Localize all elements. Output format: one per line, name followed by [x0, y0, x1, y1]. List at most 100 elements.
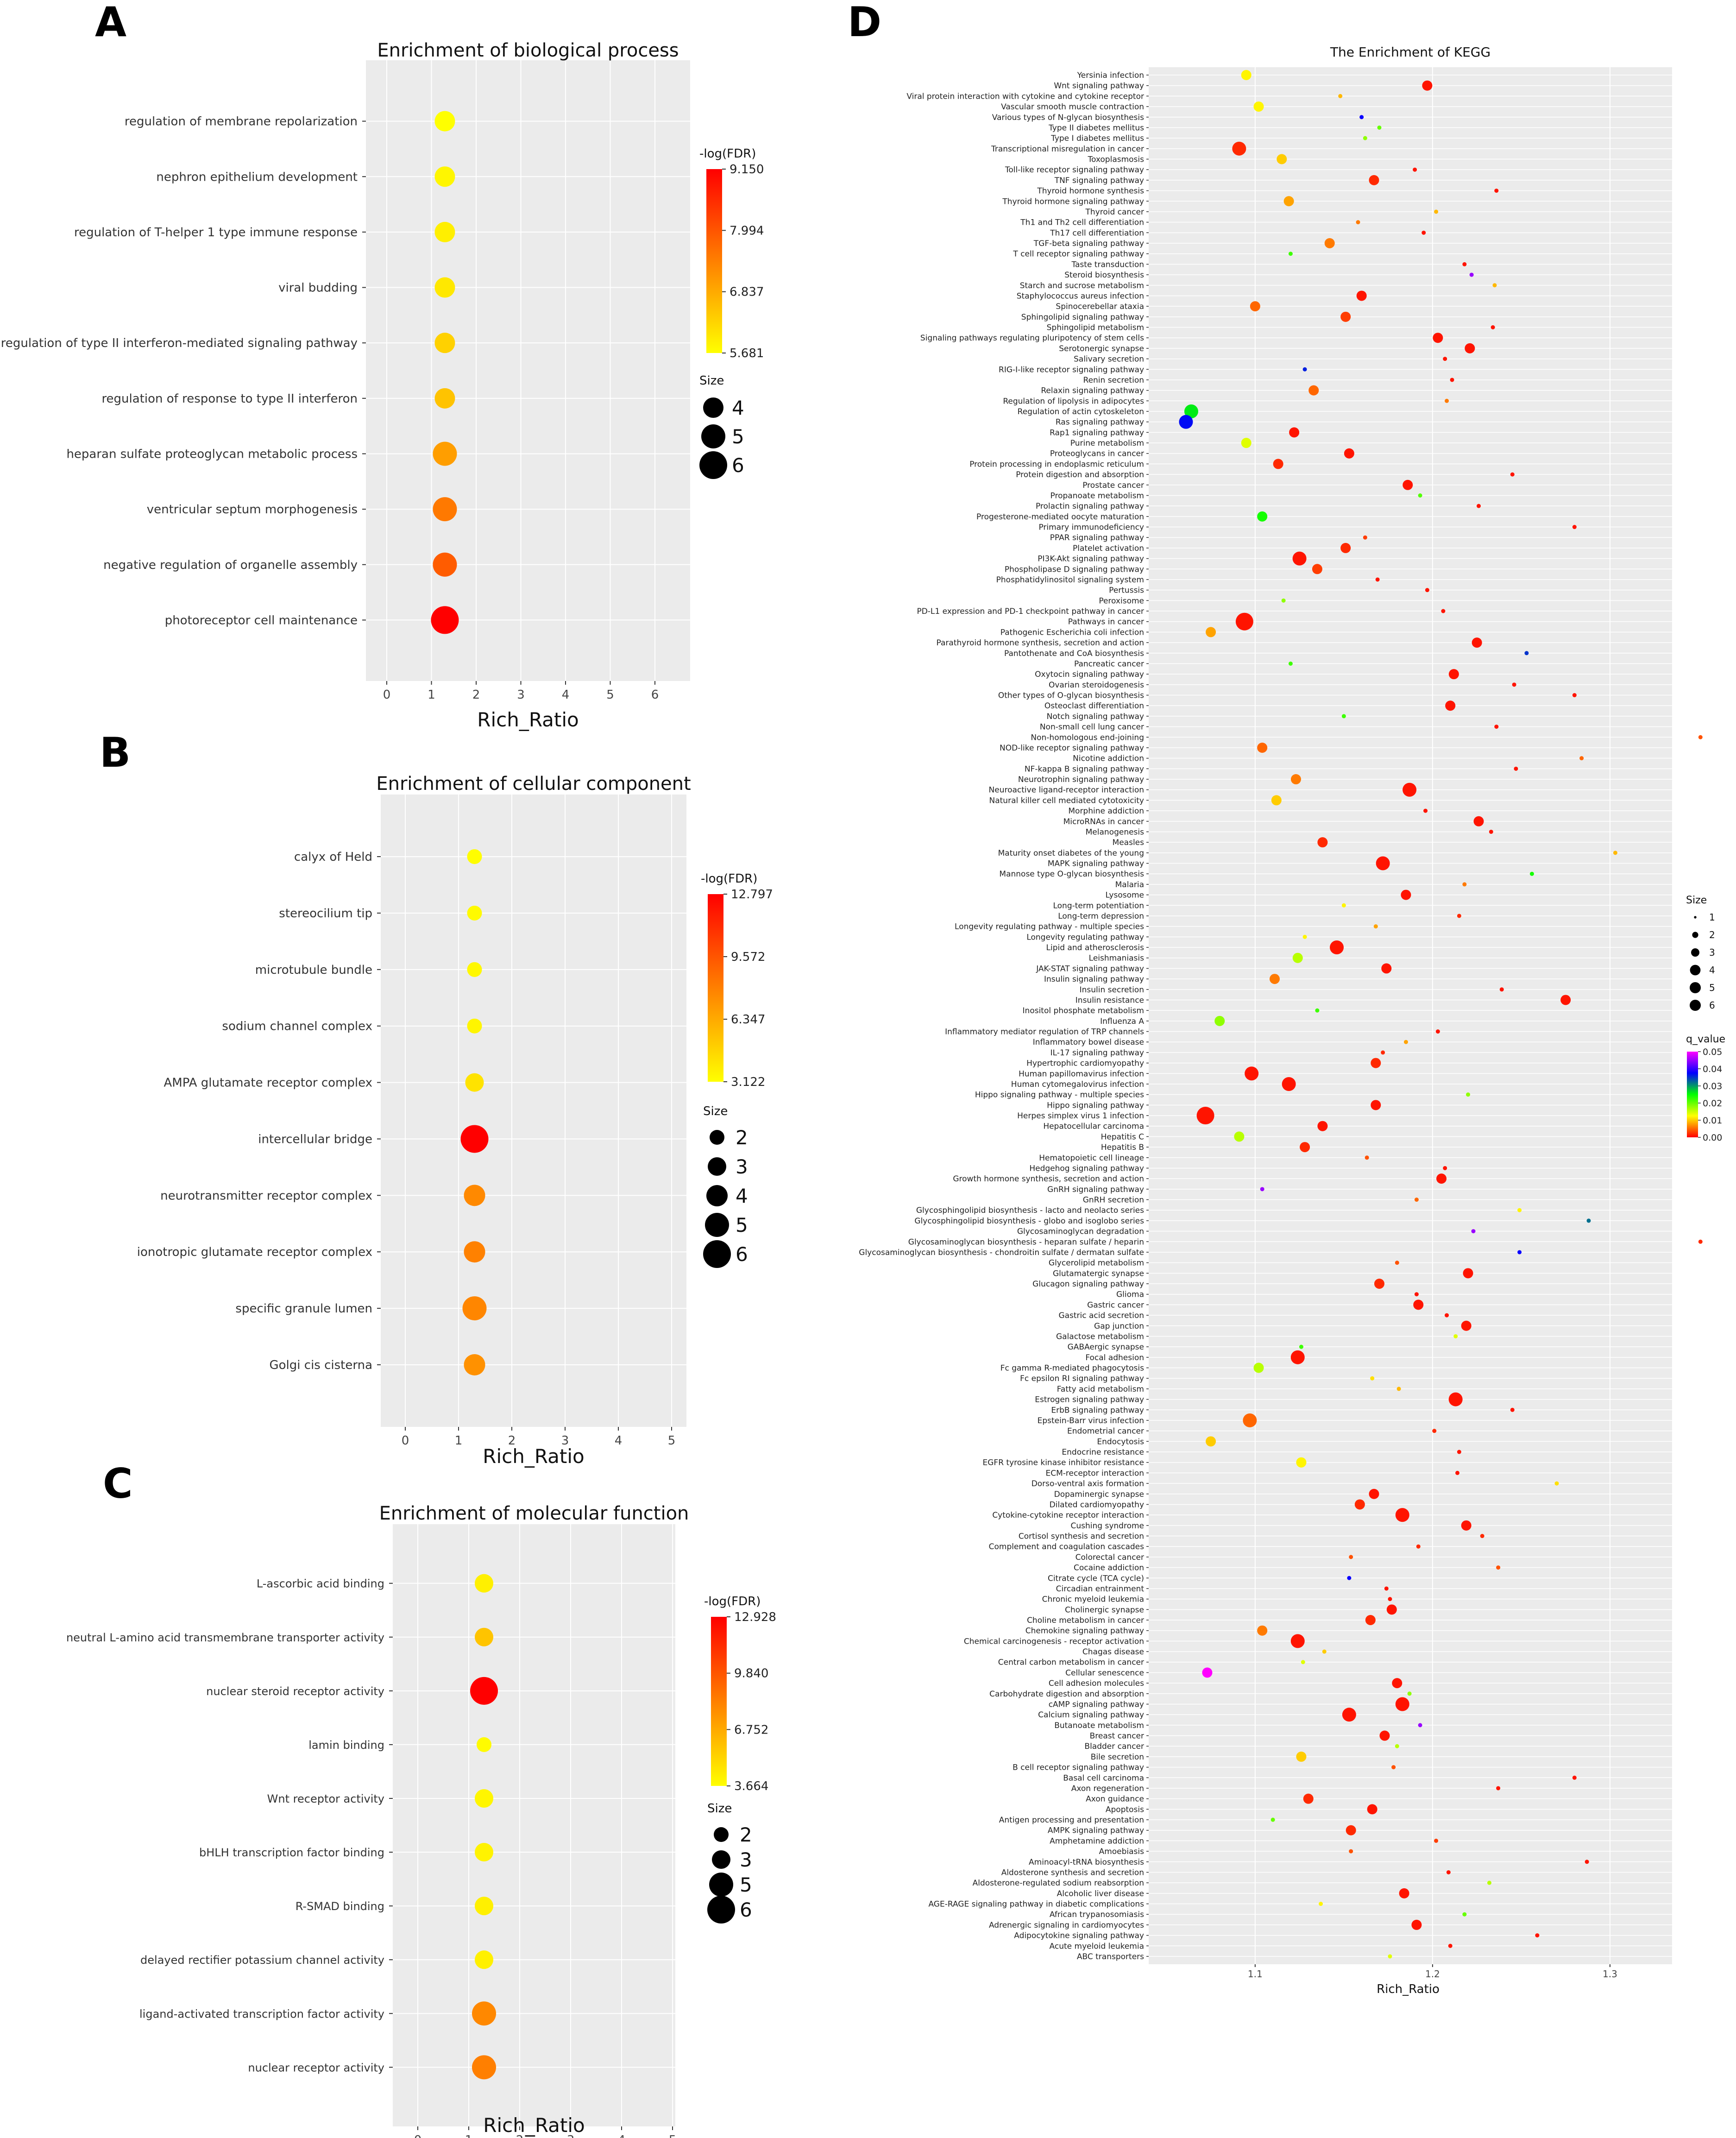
data-point [1315, 1008, 1320, 1013]
color-bar-label: 0.00 [1703, 1133, 1722, 1143]
pathway-label: Nicotine addiction [1073, 754, 1144, 763]
color-bar-label: 0.03 [1703, 1081, 1722, 1091]
pathway-label: Osteoclast differentiation [1044, 701, 1144, 711]
category-label: Wnt receptor activity [267, 1792, 384, 1805]
size-legend-label: 3 [1709, 947, 1715, 958]
category-label: bHLH transcription factor binding [199, 1846, 384, 1859]
pathway-label: Glycosphingolipid biosynthesis - globo a… [914, 1217, 1144, 1226]
size-legend-label: 2 [740, 1823, 752, 1846]
data-point [1434, 209, 1439, 214]
data-point [1308, 385, 1319, 396]
pathway-label: Serotonergic synapse [1059, 344, 1144, 353]
category-label: regulation of response to type II interf… [101, 392, 358, 406]
panel-letter-d: D [848, 0, 881, 46]
pathway-label: Viral protein interaction with cytokine … [906, 92, 1144, 101]
data-point [1489, 829, 1493, 834]
data-point [1414, 1198, 1419, 1202]
pathway-label: Bladder cancer [1084, 1742, 1144, 1751]
data-point [1371, 1100, 1381, 1110]
size-legend-label: 3 [736, 1155, 748, 1178]
data-point [475, 1950, 493, 1969]
pathway-label: African trypanosomiasis [1050, 1910, 1144, 1919]
panel-letter-a: A [95, 0, 126, 46]
data-point [1324, 238, 1335, 249]
pathway-label: Axon regeneration [1071, 1784, 1144, 1793]
pathway-label: Endocrine resistance [1062, 1448, 1144, 1457]
pathway-label: Staphylococcus aureus infection [1017, 291, 1144, 301]
pathway-label: Rap1 signaling pathway [1050, 428, 1144, 437]
data-point [1418, 493, 1422, 498]
data-point [1453, 1334, 1458, 1338]
data-point [1257, 511, 1268, 522]
category-label: sodium channel complex [222, 1020, 372, 1034]
data-point [1319, 1902, 1323, 1906]
pathway-label: Carbohydrate digestion and absorption [989, 1690, 1144, 1699]
pathway-label: Melanogenesis [1086, 827, 1145, 837]
data-point [1292, 952, 1303, 963]
data-point [1554, 1481, 1559, 1486]
data-point [1241, 70, 1252, 81]
data-point [1374, 1279, 1384, 1289]
pathway-label: Pertussis [1109, 586, 1144, 595]
pathway-label: Focal adhesion [1085, 1353, 1144, 1362]
size-legend-label: 6 [732, 454, 744, 477]
data-point [1494, 725, 1499, 729]
data-point [1492, 283, 1497, 288]
color-bar-label: 12.928 [734, 1610, 776, 1624]
chart-title: Enrichment of molecular function [379, 1503, 689, 1524]
pathway-label: Th1 and Th2 cell differentiation [1020, 218, 1144, 227]
data-point [434, 388, 455, 409]
data-point [1365, 1155, 1369, 1160]
size-legend-label: 5 [1709, 982, 1715, 993]
pathway-label: Non-small cell lung cancer [1040, 723, 1144, 732]
category-label: neurotransmitter receptor complex [160, 1189, 372, 1203]
data-point [1283, 196, 1294, 207]
data-point [1330, 940, 1344, 955]
pathway-label: Ovarian steroidogenesis [1049, 681, 1144, 690]
data-point [434, 221, 455, 242]
pathway-label: Purine metabolism [1070, 439, 1144, 448]
color-bar-label: 0.05 [1703, 1047, 1722, 1057]
data-point [1277, 154, 1287, 164]
pathway-label: Sphingolipid metabolism [1047, 323, 1144, 333]
pathway-label: Vascular smooth muscle contraction [1001, 102, 1144, 112]
data-point [1273, 459, 1283, 469]
size-legend-label: 2 [736, 1126, 748, 1149]
data-point [1367, 1804, 1377, 1815]
pathway-label: Phosphatidylinositol signaling system [996, 575, 1144, 585]
data-point [1698, 1239, 1703, 1244]
pathway-label: Prolactin signaling pathway [1036, 502, 1144, 511]
data-point [1425, 588, 1429, 593]
data-point [1381, 1050, 1385, 1055]
color-legend-title: -log(FDR) [701, 872, 757, 886]
size-legend-label: 6 [740, 1898, 752, 1921]
category-label: lamin binding [308, 1739, 384, 1752]
color-bar-label: 0.01 [1703, 1116, 1722, 1126]
size-legend-label: 4 [1709, 965, 1715, 976]
plot-background [1149, 67, 1672, 1964]
pathway-label: Antigen processing and presentation [999, 1816, 1144, 1825]
data-point [1184, 404, 1198, 418]
pathway-label: RIG-I-like receptor signaling pathway [999, 365, 1144, 374]
pathway-label: Neurotrophin signaling pathway [1018, 775, 1144, 784]
pathway-label: Regulation of actin cytoskeleton [1018, 407, 1144, 416]
data-point [465, 1073, 484, 1092]
category-label: R-SMAD binding [296, 1900, 384, 1913]
data-point [1269, 974, 1280, 984]
data-point [1377, 125, 1382, 130]
color-bar [711, 1617, 727, 1786]
data-point [1472, 637, 1482, 648]
pathway-label: Longevity regulating pathway - multiple … [955, 922, 1144, 932]
data-point [1342, 1708, 1356, 1722]
pathway-label: Relaxin signaling pathway [1041, 386, 1144, 396]
data-point [467, 905, 482, 921]
plot-background [366, 60, 690, 681]
pathway-label: Glycosphingolipid biosynthesis - lacto a… [916, 1206, 1144, 1215]
x-tick-label: 5 [606, 688, 614, 702]
pathway-label: Circadian entrainment [1056, 1584, 1145, 1594]
data-point [1347, 1576, 1352, 1580]
data-point [1585, 1860, 1589, 1864]
data-point [1206, 627, 1216, 637]
chart-title: Enrichment of biological process [377, 40, 679, 61]
